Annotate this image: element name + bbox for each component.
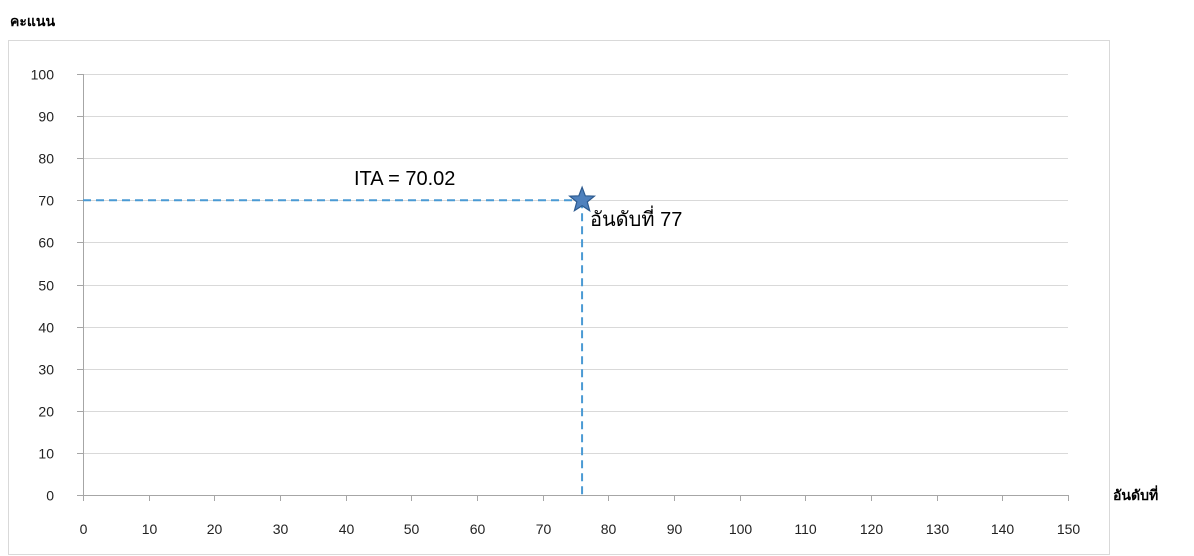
x-tick-label: 10 [142,521,158,537]
y-tick-label: 50 [38,278,54,294]
axes [77,74,1069,501]
y-tick-label: 60 [38,235,54,251]
rank-annotation: อันดับที่ 77 [590,205,682,231]
y-tick-label: 0 [46,488,54,504]
x-tick-label: 40 [339,521,355,537]
x-tick-label: 50 [404,521,420,537]
star-marker-point [568,185,597,213]
x-tick-label: 20 [207,521,223,537]
y-axis-title: คะแนน [10,14,55,30]
chart-frame [8,40,1110,555]
y-tick-label: 30 [38,362,54,378]
x-tick-label: 80 [601,521,617,537]
y-tick-label: 80 [38,151,54,167]
x-tick-label: 70 [536,521,552,537]
guide-lines [83,199,584,495]
y-tick-labels: 0 10 20 30 40 50 60 70 80 90 100 [31,67,55,504]
x-tick-label: 150 [1057,521,1081,537]
x-tick-label: 140 [991,521,1015,537]
x-tick-label: 130 [926,521,950,537]
y-tick-label: 100 [31,67,55,83]
data-points [568,185,597,213]
x-tick-labels: 0 10 20 30 40 50 60 70 80 90 100 110 120 130 140 150 [80,521,1081,537]
y-tick-label: 20 [38,404,54,420]
x-tick-label: 90 [667,521,683,537]
x-tick-label: 110 [794,521,817,537]
gridlines [83,74,1068,454]
y-tick-label: 40 [38,320,54,336]
x-tick-label: 100 [729,521,753,537]
y-tick-label: 70 [38,193,54,209]
x-axis-title: อันดับที่ [1113,485,1158,504]
score-annotation: ITA = 70.02 [354,168,455,190]
x-tick-label: 30 [273,521,289,537]
x-tick-label: 60 [470,521,486,537]
x-tick-label: 0 [80,521,88,537]
x-tick-label: 120 [860,521,884,537]
y-tick-label: 10 [38,446,54,462]
y-tick-label: 90 [38,109,54,125]
